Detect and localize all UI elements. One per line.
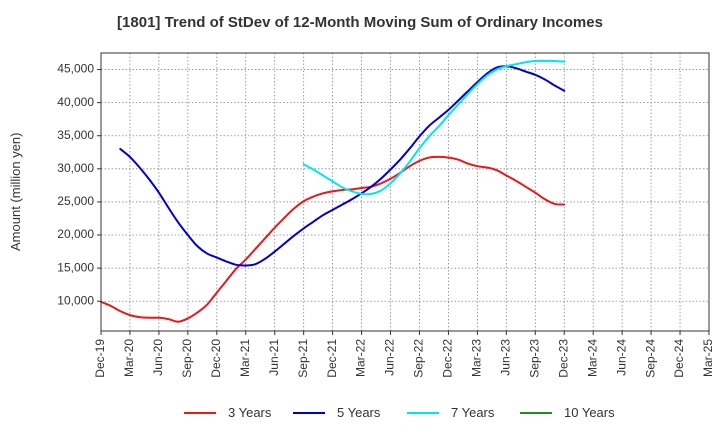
x-tick-label: Mar-24: [585, 339, 599, 377]
legend-label-10-years: 10 Years: [564, 405, 615, 420]
legend: 3 Years 5 Years 7 Years 10 Years: [0, 405, 720, 425]
x-tick-label: Mar-23: [470, 339, 484, 377]
y-tick-label: 30,000: [57, 161, 94, 175]
legend-swatch-10-years: [520, 411, 552, 414]
legend-item-5-years: 5 Years: [293, 405, 380, 420]
y-tick-label: 15,000: [57, 260, 94, 274]
y-axis-label: Amount (million yen): [8, 132, 23, 252]
x-tick-label: Sep-21: [296, 339, 310, 378]
grid-layer: [101, 53, 709, 331]
x-tick-label: Jun-24: [614, 339, 628, 376]
x-tick-label: Dec-20: [209, 339, 223, 378]
y-tick-label: 35,000: [57, 128, 94, 142]
x-tick-label: Mar-22: [354, 339, 368, 377]
x-axis-ticks: Dec-19 Mar-20 Jun-20 Sep-20 Dec-20 Mar-21 Jun-…: [93, 331, 715, 378]
x-tick-label: Dec-21: [325, 339, 339, 378]
y-tick-label: 20,000: [57, 227, 94, 241]
legend-swatch-5-years: [293, 411, 325, 414]
legend-label-5-years: 5 Years: [337, 405, 381, 420]
x-tick-label: Jun-22: [383, 339, 397, 376]
legend-item-7-years: 7 Years: [407, 405, 494, 420]
legend-swatch-7-years: [407, 411, 439, 414]
y-tick-label: 10,000: [57, 293, 94, 307]
x-tick-label: Mar-20: [122, 339, 136, 377]
series-line-3-years: [100, 155, 566, 323]
series-line-7-years: [302, 59, 566, 196]
y-axis-ticks: 10,000 15,000 20,000 25,000 30,000 35,000 40,0…: [57, 62, 101, 307]
chart-title: [1801] Trend of StDev of 12-Month Moving…: [117, 14, 603, 31]
x-tick-label: Mar-21: [238, 339, 252, 377]
x-tick-label: Sep-23: [527, 339, 541, 378]
x-tick-label: Jun-20: [151, 339, 165, 376]
x-tick-label: Sep-24: [643, 339, 657, 378]
x-tick-label: Dec-22: [441, 339, 455, 378]
x-tick-label: Jun-23: [499, 339, 513, 376]
x-tick-label: Dec-23: [556, 339, 570, 378]
legend-swatch-3-years: [184, 411, 216, 414]
legend-item-3-years: 3 Years: [184, 405, 271, 420]
y-tick-label: 40,000: [57, 95, 94, 109]
x-tick-label: Sep-20: [180, 339, 194, 378]
y-tick-label: 45,000: [57, 62, 94, 76]
series-layer: [100, 59, 566, 323]
series-line-5-years: [119, 65, 566, 267]
x-tick-label: Mar-25: [701, 339, 715, 377]
x-tick-label: Jun-21: [267, 339, 281, 376]
x-tick-label: Dec-19: [93, 339, 107, 378]
x-tick-label: Sep-22: [412, 339, 426, 378]
x-tick-label: Dec-24: [672, 339, 686, 378]
y-tick-label: 25,000: [57, 194, 94, 208]
plot-background: [101, 53, 709, 331]
legend-item-10-years: 10 Years: [520, 405, 615, 420]
legend-label-3-years: 3 Years: [228, 405, 272, 420]
legend-label-7-years: 7 Years: [451, 405, 495, 420]
plot-frame: [100, 52, 710, 332]
